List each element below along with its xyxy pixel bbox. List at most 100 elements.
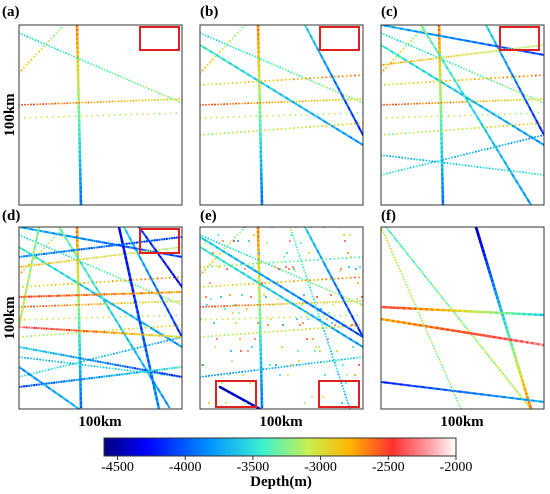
track-point [477, 78, 480, 80]
track-point [63, 304, 66, 307]
track-point [334, 301, 337, 303]
track-point [96, 289, 99, 292]
track-point [165, 291, 169, 294]
scatter-point [297, 350, 299, 352]
track-point [482, 51, 485, 54]
track-point [534, 138, 537, 141]
track-point [436, 160, 439, 163]
track-point [455, 396, 458, 399]
track-point [163, 334, 166, 338]
track-point [316, 48, 320, 52]
track-point [298, 306, 301, 310]
track-point [151, 327, 155, 331]
track-point [219, 258, 222, 261]
track-point [231, 284, 234, 286]
track-point [539, 141, 542, 145]
track-point [456, 83, 459, 87]
track-point [508, 122, 511, 126]
track-point [383, 381, 387, 384]
scatter-point [217, 234, 219, 236]
track-point [91, 239, 94, 242]
track-point [107, 280, 110, 283]
scatter-point [270, 318, 272, 320]
track-point [470, 99, 474, 102]
track-point [454, 155, 457, 158]
track-point [215, 285, 218, 287]
track-point [95, 330, 98, 333]
track-point [264, 83, 267, 87]
track-point [287, 69, 290, 72]
track-point [392, 58, 395, 61]
track-point [231, 265, 234, 269]
track-point [335, 84, 339, 87]
track-point [166, 339, 169, 342]
track-point [540, 44, 543, 47]
track-point [530, 98, 533, 101]
track-point [382, 63, 385, 66]
track-point [353, 74, 356, 77]
track-point [37, 229, 40, 233]
track-point [207, 251, 210, 254]
track-point [152, 245, 155, 249]
track-point [25, 384, 28, 388]
track-point [27, 357, 30, 360]
track-point [319, 361, 322, 364]
track-point [522, 75, 525, 78]
track-point [165, 264, 168, 267]
track-point [422, 58, 425, 61]
track-point [231, 239, 234, 242]
track-point [417, 311, 420, 314]
track-point [436, 51, 439, 54]
track-point [397, 61, 400, 64]
track-point [319, 53, 323, 57]
track-point [469, 98, 472, 101]
track-point [45, 103, 48, 105]
track-point [58, 261, 61, 264]
track-point [435, 55, 438, 58]
track-point [403, 278, 406, 281]
track-point [40, 263, 43, 266]
track-point [103, 270, 106, 273]
track-point [411, 29, 415, 33]
track-point [238, 115, 241, 118]
track-point [111, 280, 114, 283]
scatter-point [342, 364, 344, 366]
track-point [411, 384, 415, 388]
track-point [81, 363, 84, 366]
track-point [256, 80, 259, 83]
track-point [253, 279, 257, 282]
track-point [313, 361, 316, 364]
track-point [176, 255, 180, 258]
track-point [214, 374, 217, 377]
track-point [211, 103, 214, 106]
scatter-point [287, 374, 289, 376]
track-point [35, 326, 38, 330]
track-point [131, 366, 134, 370]
track-point [133, 292, 136, 295]
track-point [339, 112, 342, 115]
track-point [83, 237, 86, 241]
track-point [497, 168, 500, 171]
track-point [291, 292, 294, 296]
track-point [442, 56, 445, 59]
track-point [72, 249, 76, 252]
track-point [383, 154, 386, 157]
track-point [246, 275, 250, 278]
track-point [304, 25, 308, 28]
track-point [423, 325, 426, 328]
track-point [219, 82, 222, 85]
track-point [39, 229, 43, 233]
scatter-point [209, 282, 211, 284]
track-point [118, 351, 121, 354]
track-point [449, 71, 452, 75]
track-point [33, 305, 36, 308]
track-point [240, 251, 243, 254]
track-point [42, 295, 46, 298]
track-point [400, 132, 403, 135]
track-point [518, 397, 522, 401]
scatter-point [238, 312, 240, 314]
track-point [127, 340, 131, 344]
track-point [51, 116, 54, 118]
track-point [125, 245, 128, 248]
scatter-point [291, 364, 293, 366]
